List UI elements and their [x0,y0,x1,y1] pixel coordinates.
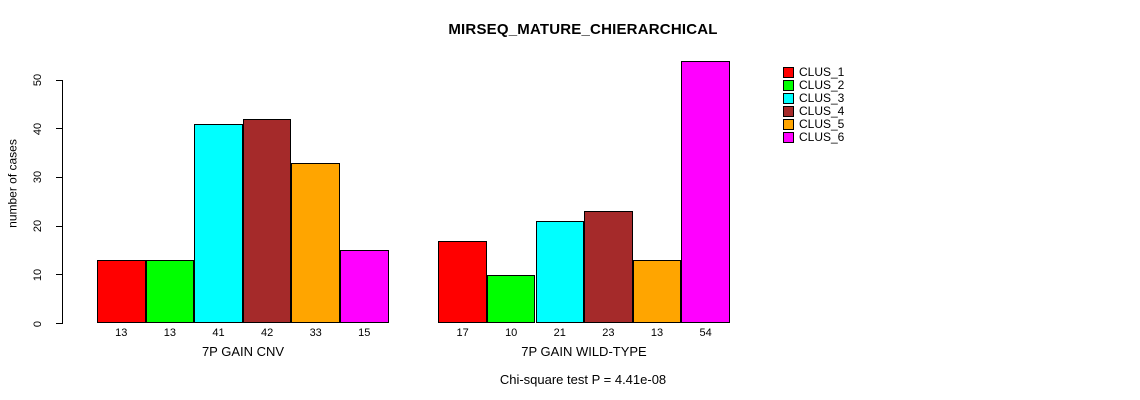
bar-value-label: 21 [553,327,566,339]
bar-clus_1-group1 [97,260,146,324]
chi-square-annotation: Chi-square test P = 4.41e-08 [499,372,667,387]
x-group-label-cnv: 7P GAIN CNV [201,344,285,359]
bar-clus_2-group1 [145,260,195,324]
y-axis-line [62,80,63,324]
bar-clus_2-group2 [486,274,536,324]
bar-value-label: 42 [260,327,274,339]
legend-swatch-clus_5 [783,118,794,130]
bar-clus_4-group2 [584,211,633,324]
bar-value-label: 41 [212,327,225,339]
y-axis-tick [56,323,63,324]
bar-value-label: 17 [456,327,469,339]
legend-swatch-clus_1 [783,66,794,78]
bar-value-label: 13 [163,327,177,339]
bar-value-label: 13 [650,327,664,339]
bar-clus_6-group1 [340,250,389,324]
chart-title: MIRSEQ_MATURE_CHIERARCHICAL [448,21,718,38]
bar-clus_1-group2 [438,240,487,324]
legend-swatch-clus_4 [783,105,794,117]
bar-clus_3-group1 [194,123,243,324]
legend-swatch-clus_6 [783,131,794,143]
bar-value-label: 23 [602,327,615,339]
legend-swatch-clus_2 [783,79,794,91]
y-axis-tick [56,274,63,276]
y-axis-tick [56,79,63,81]
legend-item-label: CLUS_6 [799,129,845,144]
bar-clus_6-group2 [681,60,730,324]
bar-value-label: 33 [309,327,322,339]
bar-clus_4-group1 [242,118,292,324]
y-axis-tick-label: 10 [32,268,44,281]
legend-item-label: CLUS_5 [799,116,845,131]
bar-clus_3-group2 [535,221,585,324]
bar-value-label: 15 [358,327,371,339]
y-axis-tick-label: 50 [32,73,44,87]
bar-clus_5-group2 [632,260,682,324]
legend-item-label: CLUS_1 [799,64,845,79]
legend-swatch-clus_3 [783,92,794,104]
legend-item-label: CLUS_4 [799,103,845,118]
y-axis-tick-label: 40 [32,122,44,135]
x-group-label-wild-type: 7P GAIN WILD-TYPE [521,344,647,359]
y-axis-tick [56,225,63,227]
bar-value-label: 54 [699,327,712,339]
y-axis-tick-label: 20 [32,219,44,233]
y-axis-tick-label: 30 [32,171,44,184]
y-axis-tick [56,176,63,178]
y-axis-title: number of cases [5,139,20,228]
bar-clus_5-group1 [291,162,340,324]
legend-item-label: CLUS_2 [799,77,845,92]
y-axis-tick-label: 0 [32,320,44,327]
bar-value-label: 10 [505,327,518,339]
y-axis-tick [56,128,63,130]
legend-item-label: CLUS_3 [799,90,845,105]
bar-value-label: 13 [115,327,128,339]
